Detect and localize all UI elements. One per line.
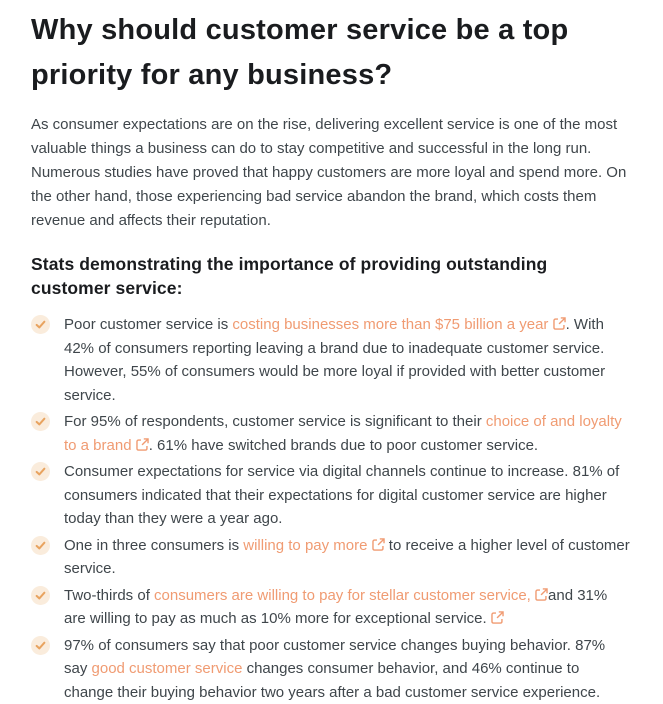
- list-item: One in three consumers is willing to pay…: [31, 534, 633, 581]
- page-title: Why should customer service be a top pri…: [31, 8, 633, 98]
- stat-text-run: Poor customer service is: [64, 316, 232, 333]
- intro-paragraph: As consumer expectations are on the rise…: [31, 113, 632, 233]
- list-item: 97% of consumers say that poor customer …: [31, 634, 633, 704]
- list-item: Consumer expectations for service via di…: [31, 460, 633, 531]
- stats-subheading-line-2: customer service:: [31, 276, 633, 300]
- external-link-icon[interactable]: [553, 313, 566, 337]
- stat-text: One in three consumers is willing to pay…: [64, 534, 631, 581]
- check-icon: [31, 586, 50, 605]
- inline-link[interactable]: good customer service: [92, 660, 243, 677]
- page-title-line-1: Why should customer service be a top: [31, 8, 633, 53]
- inline-link[interactable]: costing businesses more than $75 billion…: [232, 316, 552, 333]
- stat-text: For 95% of respondents, customer service…: [64, 410, 631, 457]
- stat-text-run: Consumer expectations for service via di…: [64, 463, 619, 527]
- inline-link[interactable]: consumers are willing to pay for stellar…: [154, 587, 535, 604]
- external-link-icon[interactable]: [491, 607, 504, 631]
- check-icon: [31, 536, 50, 555]
- check-icon: [31, 462, 50, 481]
- stat-text: 97% of consumers say that poor customer …: [64, 634, 631, 704]
- stat-text: Consumer expectations for service via di…: [64, 460, 631, 531]
- stat-text-run: . 61% have switched brands due to poor c…: [149, 437, 538, 454]
- page-title-line-2: priority for any business?: [31, 53, 633, 98]
- stats-subheading: Stats demonstrating the importance of pr…: [31, 252, 633, 300]
- stats-subheading-line-1: Stats demonstrating the importance of pr…: [31, 252, 633, 276]
- list-item: Two-thirds of consumers are willing to p…: [31, 584, 633, 631]
- list-item: Poor customer service is costing busines…: [31, 313, 633, 407]
- external-link-icon[interactable]: [535, 584, 548, 608]
- external-link-icon[interactable]: [136, 434, 149, 458]
- stat-text-run: For 95% of respondents, customer service…: [64, 413, 486, 430]
- check-icon: [31, 412, 50, 431]
- external-link-icon[interactable]: [372, 534, 385, 558]
- check-icon: [31, 315, 50, 334]
- list-item: For 95% of respondents, customer service…: [31, 410, 633, 457]
- stat-text: Two-thirds of consumers are willing to p…: [64, 584, 631, 631]
- check-icon: [31, 636, 50, 655]
- stat-text-run: Two-thirds of: [64, 587, 154, 604]
- inline-link[interactable]: willing to pay more: [243, 537, 371, 554]
- stats-list: Poor customer service is costing busines…: [31, 313, 633, 704]
- stat-text-run: One in three consumers is: [64, 537, 243, 554]
- stat-text: Poor customer service is costing busines…: [64, 313, 631, 407]
